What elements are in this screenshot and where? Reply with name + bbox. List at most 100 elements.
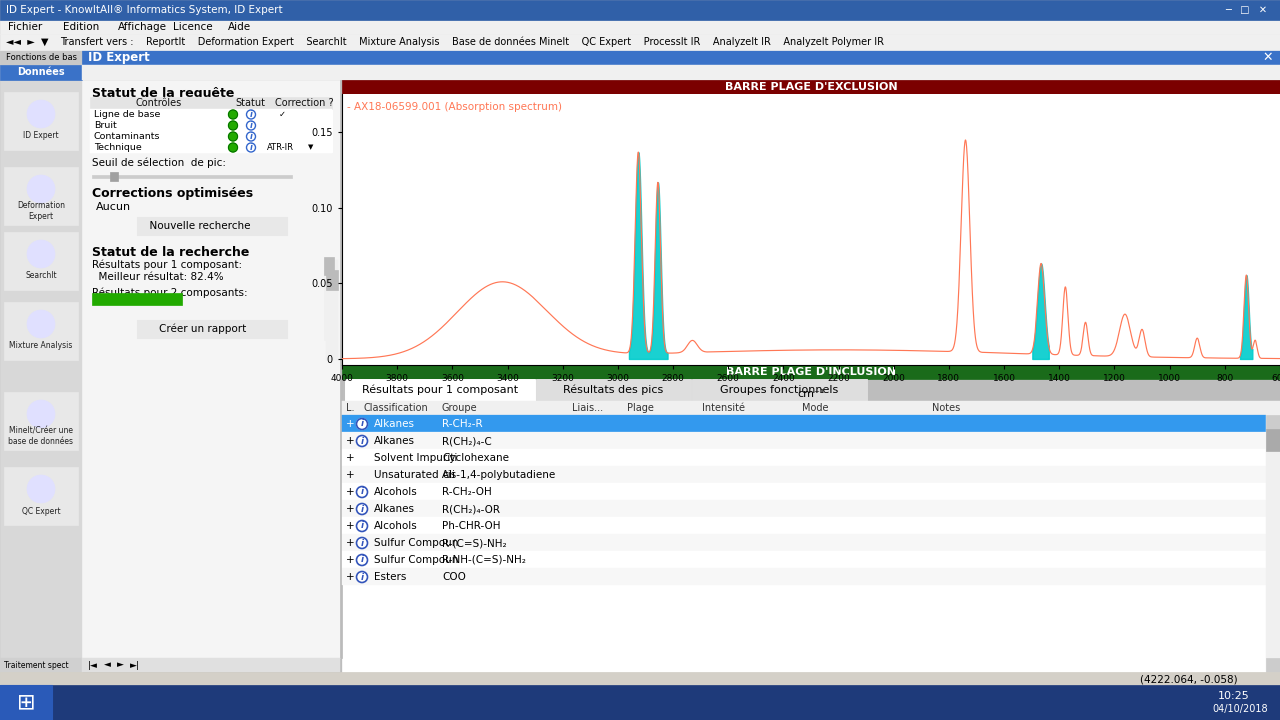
Text: Technique: Technique [93,143,142,152]
Text: +: + [346,504,355,514]
Bar [0,34,1280,50]
Bar [326,260,338,360]
Text: +: + [346,470,355,480]
Bar [342,466,1266,483]
Text: Statut de la recherche: Statut de la recherche [92,246,250,258]
Text: ─   □   ✕: ─ □ ✕ [1225,5,1267,15]
Text: i: i [361,521,364,531]
Text: Mode: Mode [803,403,828,413]
Text: Correction ?: Correction ? [275,98,334,108]
Text: Mixture Analysis: Mixture Analysis [9,341,73,351]
Text: R-CH₂-R: R-CH₂-R [442,419,483,429]
Bar [0,672,1280,685]
Circle shape [247,143,256,152]
X-axis label: cm⁻¹: cm⁻¹ [797,389,824,399]
Text: Ph-CHR-OH: Ph-CHR-OH [442,521,500,531]
Bar [4,92,78,150]
Text: Intensité: Intensité [701,403,745,413]
Text: +: + [346,538,355,548]
Bar [4,232,78,290]
Text: i: i [250,143,252,152]
Bar [4,302,78,360]
Text: +: + [346,436,355,446]
Bar [342,401,1280,672]
Bar [90,97,332,109]
Circle shape [27,100,55,128]
Text: Groupe: Groupe [442,403,477,413]
Text: i: i [361,420,364,428]
Circle shape [229,110,238,119]
Bar [0,658,82,672]
Bar [82,658,340,672]
Bar [536,379,691,401]
Circle shape [229,121,238,130]
Bar [326,270,338,290]
Bar [342,415,1266,432]
Text: Résultats pour 1 composant: Résultats pour 1 composant [362,384,518,395]
Bar [1266,658,1280,672]
Text: ►: ► [116,660,124,670]
Circle shape [27,400,55,428]
Bar [0,50,82,65]
Text: +: + [346,572,355,582]
Text: Sulfur Compoun: Sulfur Compoun [374,555,458,565]
Circle shape [247,110,256,119]
Text: SearchIt: SearchIt [26,271,56,281]
Text: i: i [361,436,364,446]
Text: i: i [250,110,252,119]
Bar [1266,401,1280,672]
Text: Liais...: Liais... [572,403,603,413]
Bar [324,260,334,340]
Text: Unsaturated Ali: Unsaturated Ali [374,470,454,480]
Circle shape [247,121,256,130]
Text: i: i [361,572,364,582]
Text: +: + [346,453,355,463]
Text: i: i [361,556,364,564]
Text: Cyclohexane: Cyclohexane [442,453,509,463]
Text: ►|: ►| [131,660,140,670]
Text: Sulfur Compoun: Sulfur Compoun [374,538,458,548]
Circle shape [229,143,238,152]
Text: Statut de la requête: Statut de la requête [92,88,234,101]
Text: ID Expert - KnowItAll® Informatics System, ID Expert: ID Expert - KnowItAll® Informatics Syste… [6,5,283,15]
Bar [0,672,82,685]
Bar [110,172,118,181]
Text: ✓: ✓ [279,110,285,119]
Text: Alkanes: Alkanes [374,504,415,514]
Bar [342,449,1266,466]
Circle shape [357,538,367,549]
Bar [342,401,1266,415]
Circle shape [27,475,55,503]
Text: Esters: Esters [374,572,406,582]
Bar [137,320,287,338]
Bar [342,500,1266,517]
Text: +: + [346,555,355,565]
Text: Groupes fonctionnels: Groupes fonctionnels [719,385,838,395]
Bar [90,131,332,142]
Bar [90,120,332,131]
Text: i: i [250,121,252,130]
Circle shape [357,418,367,430]
Text: R(CH₂)₄-OR: R(CH₂)₄-OR [442,504,500,514]
Text: +: + [346,487,355,497]
Circle shape [357,572,367,582]
Text: R-(C=S)-NH₂: R-(C=S)-NH₂ [442,538,507,548]
Bar [340,80,342,658]
Bar [265,143,315,152]
Text: L.: L. [346,403,355,413]
Bar [342,432,1266,449]
Circle shape [357,521,367,531]
Text: ID Expert: ID Expert [88,50,150,63]
Text: Licence: Licence [173,22,212,32]
Bar [82,65,1280,80]
Text: Meilleur résultat: 82.4%: Meilleur résultat: 82.4% [92,272,224,282]
Bar [278,132,285,140]
Bar [342,80,1280,94]
Text: Plage: Plage [627,403,654,413]
Text: ✕: ✕ [1262,50,1272,63]
Bar [342,534,1266,551]
Text: Alkanes: Alkanes [374,436,415,446]
Circle shape [27,240,55,268]
Text: Nouvelle recherche: Nouvelle recherche [143,221,251,231]
Text: Notes: Notes [932,403,960,413]
